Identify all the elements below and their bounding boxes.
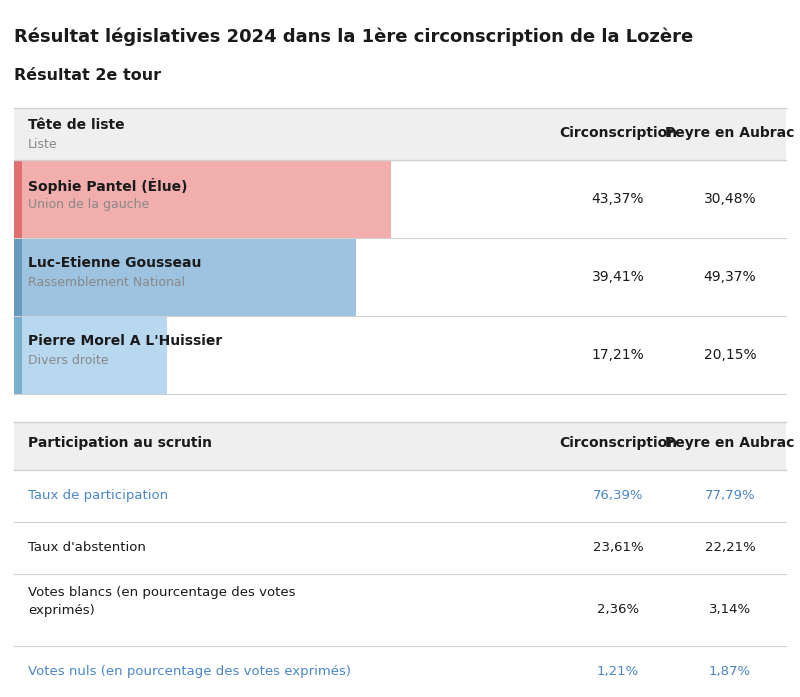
FancyBboxPatch shape [14,160,786,238]
Text: Circonscription: Circonscription [559,126,677,140]
Text: Peyre en Aubrac: Peyre en Aubrac [666,126,794,140]
Text: 49,37%: 49,37% [704,270,756,284]
Text: Votes blancs (en pourcentage des votes: Votes blancs (en pourcentage des votes [28,586,295,599]
Text: 20,15%: 20,15% [704,348,756,362]
Text: Divers droite: Divers droite [28,354,109,367]
Text: 30,48%: 30,48% [704,192,756,206]
Text: Résultat 2e tour: Résultat 2e tour [14,68,161,83]
FancyBboxPatch shape [14,646,786,697]
Text: Tête de liste: Tête de liste [28,118,125,132]
Text: Liste: Liste [28,138,58,151]
Text: Taux de participation: Taux de participation [28,489,168,502]
FancyBboxPatch shape [14,316,167,394]
Text: Résultat législatives 2024 dans la 1ère circonscription de la Lozère: Résultat législatives 2024 dans la 1ère … [14,28,694,47]
Text: 77,79%: 77,79% [705,489,755,502]
Text: 3,14%: 3,14% [709,603,751,616]
FancyBboxPatch shape [14,238,786,316]
Text: Taux d'abstention: Taux d'abstention [28,541,146,554]
Text: 1,21%: 1,21% [597,665,639,678]
FancyBboxPatch shape [14,238,22,316]
Text: Votes nuls (en pourcentage des votes exprimés): Votes nuls (en pourcentage des votes exp… [28,665,351,678]
FancyBboxPatch shape [14,522,786,574]
FancyBboxPatch shape [14,160,391,238]
FancyBboxPatch shape [14,316,22,394]
Text: Circonscription: Circonscription [559,436,677,450]
Text: Peyre en Aubrac: Peyre en Aubrac [666,436,794,450]
Text: Rassemblement National: Rassemblement National [28,276,185,289]
Text: Pierre Morel A L'Huissier: Pierre Morel A L'Huissier [28,334,222,348]
FancyBboxPatch shape [14,238,356,316]
Text: 39,41%: 39,41% [592,270,644,284]
Text: 23,61%: 23,61% [593,541,643,554]
Text: Luc-Etienne Gousseau: Luc-Etienne Gousseau [28,256,202,270]
Text: 43,37%: 43,37% [592,192,644,206]
Text: 1,87%: 1,87% [709,665,751,678]
Text: Union de la gauche: Union de la gauche [28,198,150,211]
Text: Participation au scrutin: Participation au scrutin [28,436,212,450]
FancyBboxPatch shape [14,316,786,394]
Text: exprimés): exprimés) [28,604,94,617]
FancyBboxPatch shape [14,422,786,470]
Text: 17,21%: 17,21% [592,348,644,362]
FancyBboxPatch shape [14,108,786,160]
FancyBboxPatch shape [14,470,786,522]
FancyBboxPatch shape [14,574,786,646]
Text: 22,21%: 22,21% [705,541,755,554]
Text: 2,36%: 2,36% [597,603,639,616]
Text: Sophie Pantel (Élue): Sophie Pantel (Élue) [28,178,187,194]
Text: 76,39%: 76,39% [593,489,643,502]
FancyBboxPatch shape [14,160,22,238]
